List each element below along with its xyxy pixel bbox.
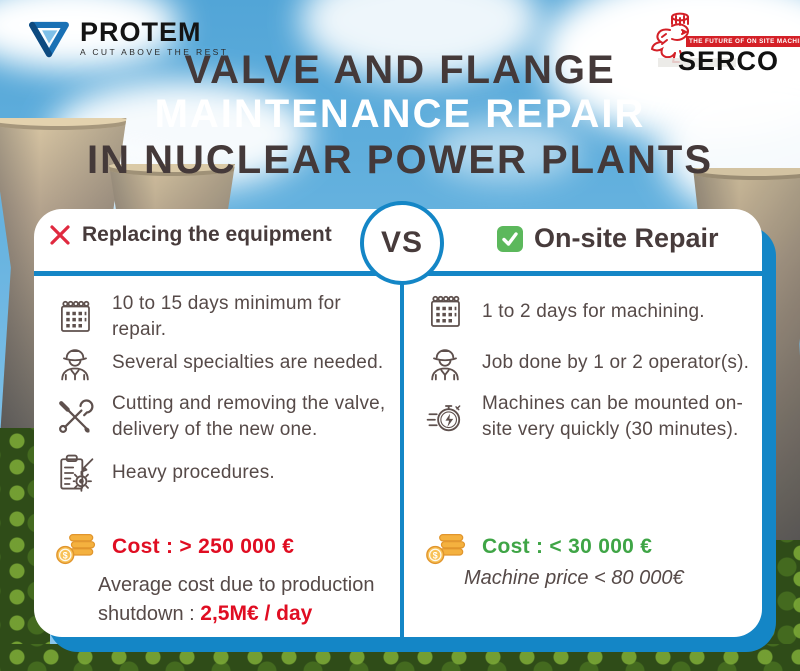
list-item: 1 to 2 days for machining.: [422, 291, 752, 333]
serco-tagline-banner: THE FUTURE OF ON SITE MACHINING: [686, 36, 800, 47]
title-line-3: IN NUCLEAR POWER PLANTS: [87, 138, 713, 182]
stopwatch-icon: [422, 395, 468, 439]
tools-icon: [52, 395, 98, 439]
list-item-text: Several specialties are needed.: [112, 351, 384, 373]
procedures-icon: [52, 451, 98, 495]
vs-badge: VS: [360, 201, 444, 285]
cloud: [430, 120, 580, 180]
left-cost-note: Average cost due to production shutdown …: [98, 571, 404, 628]
list-item: Heavy procedures.: [52, 451, 398, 495]
svg-text:$: $: [433, 551, 438, 561]
list-item: Several specialties are needed.: [52, 341, 398, 385]
list-item-text: Machines can be mounted on-site very qui…: [482, 393, 743, 441]
cost-row: $ Cost : > 250 000 €: [52, 527, 398, 567]
worker-icon: [422, 341, 468, 385]
cost-row: $ Cost : < 30 000 €: [422, 527, 752, 567]
serco-wordmark: SERCO: [678, 46, 780, 76]
list-item-text: Cutting and removing the valve, delivery…: [112, 393, 386, 441]
title-line-1: VALVE AND FLANGE: [184, 48, 616, 92]
list-item-text: Heavy procedures.: [112, 461, 275, 483]
protem-triangle-icon: [26, 16, 72, 60]
list-item: Machines can be mounted on-site very qui…: [422, 391, 764, 443]
list-item: Job done by 1 or 2 operator(s).: [422, 341, 752, 385]
protem-wordmark: PROTEM: [80, 17, 202, 47]
left-column-title: Replacing the equipment: [82, 223, 332, 246]
right-cost-value: Cost : < 30 000 €: [482, 535, 653, 558]
serco-underline-box: [658, 58, 736, 67]
list-item-text: 1 to 2 days for machining.: [482, 300, 705, 322]
right-column-header: On-site Repair: [496, 223, 719, 254]
list-item: Cutting and removing the valve, delivery…: [52, 391, 404, 443]
title-line-2: MAINTENANCE REPAIR: [154, 92, 646, 136]
right-column-title: On-site Repair: [534, 223, 719, 253]
column-divider-line: [400, 273, 404, 637]
calendar-icon: [422, 291, 468, 333]
list-item: 10 to 15 days minimum for repair.: [52, 291, 398, 343]
red-cross-icon: [48, 223, 72, 247]
list-item-text: Job done by 1 or 2 operator(s).: [482, 351, 750, 373]
protem-tagline: A CUT ABOVE THE REST: [80, 47, 229, 57]
list-item-text: 10 to 15 days minimum for repair.: [112, 293, 341, 341]
left-note-text: Average cost due to production shutdown …: [98, 574, 375, 625]
calendar-icon: [52, 296, 98, 338]
left-column-header: Replacing the equipment: [48, 223, 332, 247]
left-cost-value: Cost : > 250 000 €: [112, 535, 295, 558]
left-note-highlight: 2,5M€ / day: [200, 602, 313, 625]
svg-text:$: $: [63, 551, 68, 561]
worker-icon: [52, 341, 98, 385]
coins-icon: $: [52, 527, 98, 567]
coins-icon: $: [422, 527, 468, 567]
protem-logo: PROTEM A CUT ABOVE THE REST: [26, 16, 228, 60]
green-check-icon: [496, 225, 524, 253]
right-cost-note: Machine price < 80 000€: [464, 567, 684, 589]
comparison-card: Replacing the equipment VS On-site Repai…: [34, 201, 764, 637]
serco-rooster-icon: [646, 10, 706, 68]
